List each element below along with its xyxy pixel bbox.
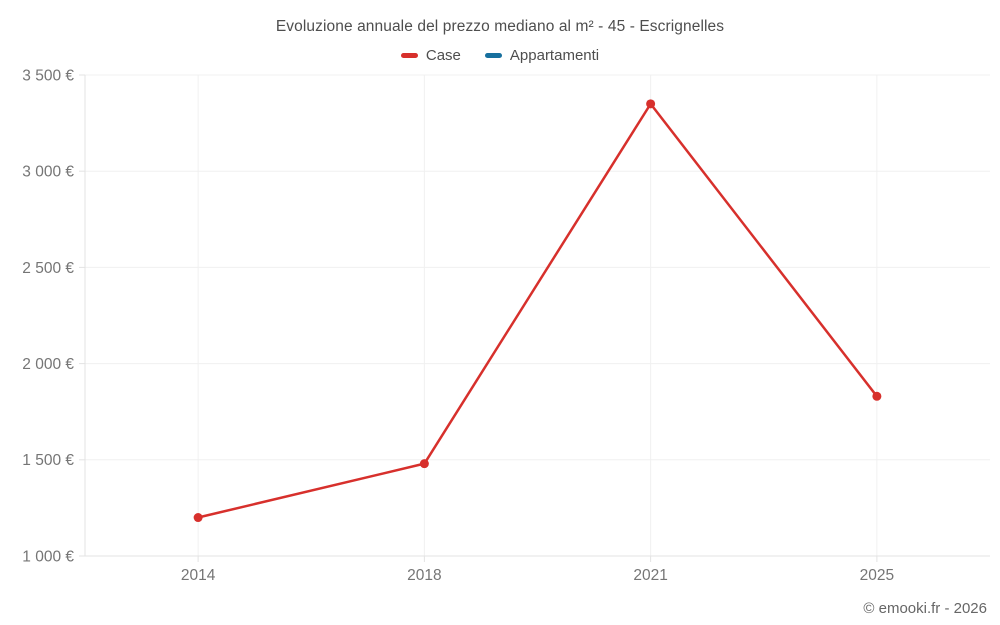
- case-series-color-swatch-icon: [400, 53, 418, 58]
- x-tick-label: 2018: [407, 567, 441, 584]
- y-tick-label: 3 000 €: [22, 164, 74, 181]
- case-point: [193, 513, 203, 523]
- x-tick-label: 2014: [181, 567, 216, 584]
- y-tick-label: 1 000 €: [22, 548, 74, 565]
- chart-legend: Case Appartamenti: [0, 47, 1000, 64]
- legend-label-case: Case: [425, 47, 461, 64]
- case-point: [419, 459, 429, 469]
- chart-title: Evoluzione annuale del prezzo mediano al…: [275, 18, 725, 35]
- y-tick-label: 2 500 €: [22, 260, 74, 277]
- legend-label-appartamenti: Appartamenti: [509, 47, 600, 64]
- x-tick-label: 2021: [633, 567, 667, 584]
- x-tick-label: 2025: [860, 567, 894, 584]
- y-tick-label: 2 000 €: [22, 356, 74, 373]
- copyright-text: © emooki.fr - 2026: [863, 600, 987, 617]
- y-tick-label: 1 500 €: [22, 452, 74, 469]
- y-tick-label: 3 500 €: [22, 67, 74, 84]
- case-line: [196, 102, 879, 519]
- case-point: [872, 391, 882, 401]
- legend-item-appartamenti[interactable]: Appartamenti: [484, 47, 600, 64]
- appartamenti-series-color-swatch-icon: [484, 53, 502, 58]
- case-point: [646, 99, 656, 109]
- legend-item-case[interactable]: Case: [400, 47, 461, 64]
